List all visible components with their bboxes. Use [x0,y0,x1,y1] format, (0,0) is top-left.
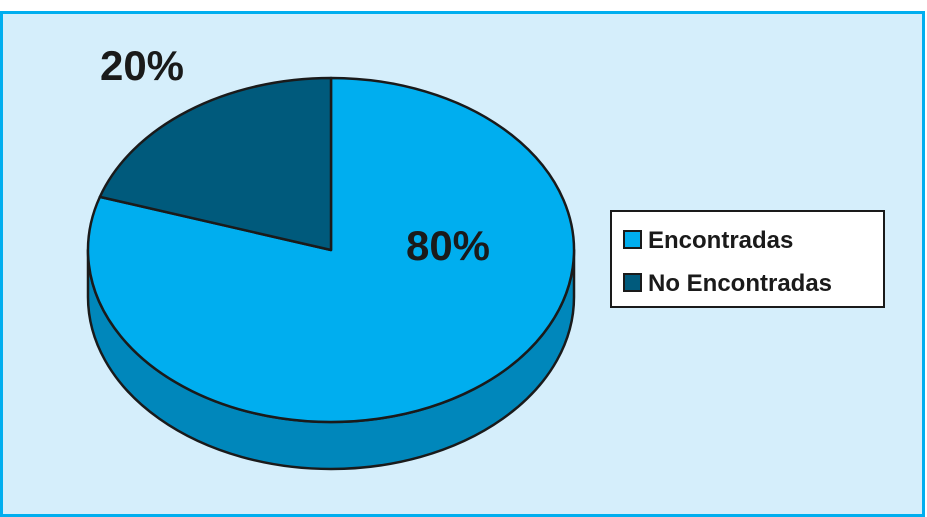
legend-label-encontradas: Encontradas [648,227,793,254]
legend: Encontradas No Encontradas [610,210,885,308]
legend-label-no-encontradas: No Encontradas [648,270,832,297]
slice-label-encontradas: 80% [406,222,490,269]
pie-group [86,76,576,471]
legend-swatch-encontradas [623,230,642,249]
slice-label-no-encontradas: 20% [100,42,184,89]
slice-encontradas [86,76,576,424]
legend-swatch-no-encontradas [623,273,642,292]
legend-box [610,210,885,308]
slice-no-encontradas [98,76,333,252]
